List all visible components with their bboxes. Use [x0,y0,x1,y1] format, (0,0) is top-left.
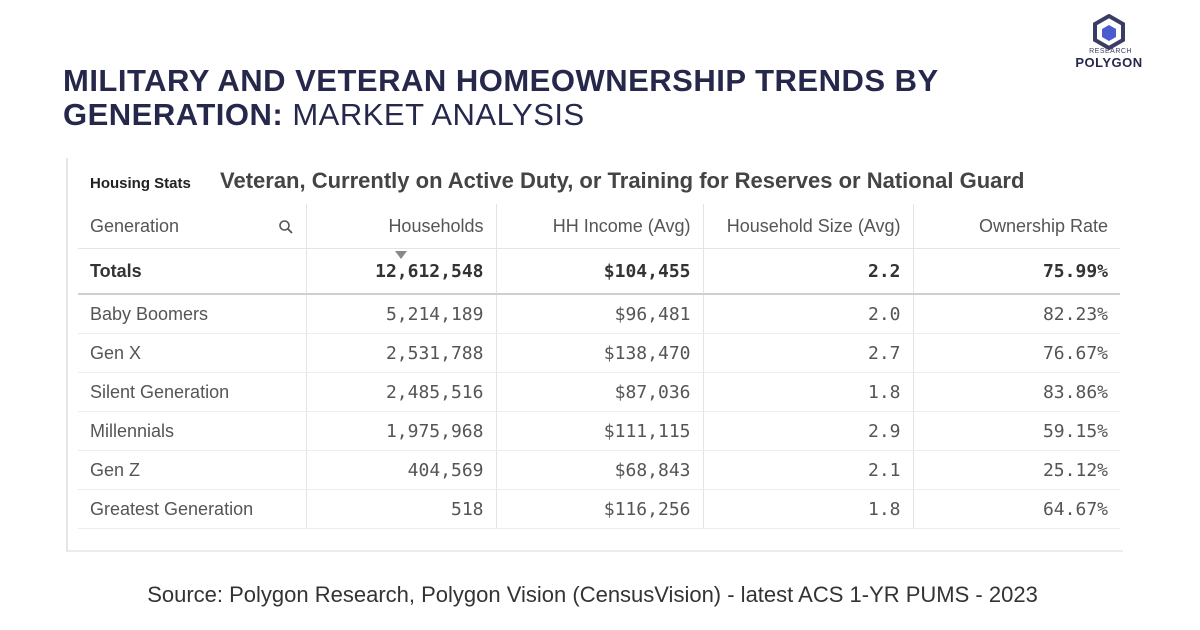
panel-header: Housing Stats Veteran, Currently on Acti… [90,166,1120,196]
cell-generation: Baby Boomers [78,294,307,334]
panel-label: Housing Stats [90,175,191,192]
polygon-logo: RESEARCH POLYGON [1072,14,1146,70]
cell-households: 518 [306,489,497,529]
logo-subtext: RESEARCH [1089,48,1132,55]
cell-households: 2,531,788 [306,333,497,373]
table-header-row: Generation Households HH Income (Avg) Ho… [78,204,1120,259]
cell-generation: Silent Generation [78,372,307,412]
table-row[interactable]: Baby Boomers 5,214,189 $96,481 2.0 82.23… [78,294,1120,334]
cell-ownership-rate: 59.15% [913,411,1120,451]
polygon-hexagon-icon [1093,14,1125,50]
table-row[interactable]: Silent Generation 2,485,516 $87,036 1.8 … [78,372,1120,412]
cell-households: 5,214,189 [306,294,497,334]
cell-households: 2,485,516 [306,372,497,412]
title-light: MARKET ANALYSIS [292,97,585,132]
totals-ownership-rate: 75.99% [913,248,1120,295]
housing-stats-panel: Housing Stats Veteran, Currently on Acti… [66,158,1123,552]
column-header-ownership-rate[interactable]: Ownership Rate [913,204,1120,249]
cell-household-size: 1.8 [703,489,914,529]
totals-household-size: 2.2 [703,248,914,295]
cell-income: $116,256 [496,489,704,529]
cell-generation: Greatest Generation [78,489,307,529]
totals-label: Totals [78,248,307,295]
cell-income: $96,481 [496,294,704,334]
page-title: MILITARY AND VETERAN HOMEOWNERSHIP TREND… [63,64,1003,132]
cell-ownership-rate: 25.12% [913,450,1120,490]
cell-ownership-rate: 82.23% [913,294,1120,334]
cell-households: 1,975,968 [306,411,497,451]
sort-descending-icon[interactable] [395,251,407,259]
cell-household-size: 1.8 [703,372,914,412]
cell-generation: Gen X [78,333,307,373]
cell-generation: Gen Z [78,450,307,490]
cell-income: $138,470 [496,333,704,373]
search-icon[interactable] [278,219,294,235]
cell-households: 404,569 [306,450,497,490]
cell-household-size: 2.7 [703,333,914,373]
column-header-generation[interactable]: Generation [78,204,307,249]
housing-stats-table: Generation Households HH Income (Avg) Ho… [78,204,1120,529]
totals-row: Totals 12,612,548 $104,455 2.2 75.99% [78,248,1120,295]
logo-name: POLYGON [1075,55,1143,70]
cell-ownership-rate: 83.86% [913,372,1120,412]
totals-income: $104,455 [496,248,704,295]
cell-household-size: 2.0 [703,294,914,334]
cell-income: $111,115 [496,411,704,451]
column-header-households[interactable]: Households [306,204,497,259]
panel-subtitle: Veteran, Currently on Active Duty, or Tr… [220,168,1025,193]
column-header-household-size[interactable]: Household Size (Avg) [703,204,914,249]
cell-ownership-rate: 76.67% [913,333,1120,373]
cell-household-size: 2.1 [703,450,914,490]
column-header-income[interactable]: HH Income (Avg) [496,204,704,249]
table-row[interactable]: Greatest Generation 518 $116,256 1.8 64.… [78,489,1120,529]
table-row[interactable]: Gen X 2,531,788 $138,470 2.7 76.67% [78,333,1120,373]
cell-ownership-rate: 64.67% [913,489,1120,529]
cell-household-size: 2.9 [703,411,914,451]
cell-income: $87,036 [496,372,704,412]
cell-income: $68,843 [496,450,704,490]
table-row[interactable]: Gen Z 404,569 $68,843 2.1 25.12% [78,450,1120,490]
table-row[interactable]: Millennials 1,975,968 $111,115 2.9 59.15… [78,411,1120,451]
title-bold: MILITARY AND VETERAN HOMEOWNERSHIP TREND… [63,63,939,132]
source-caption: Source: Polygon Research, Polygon Vision… [147,582,1038,607]
cell-generation: Millennials [78,411,307,451]
